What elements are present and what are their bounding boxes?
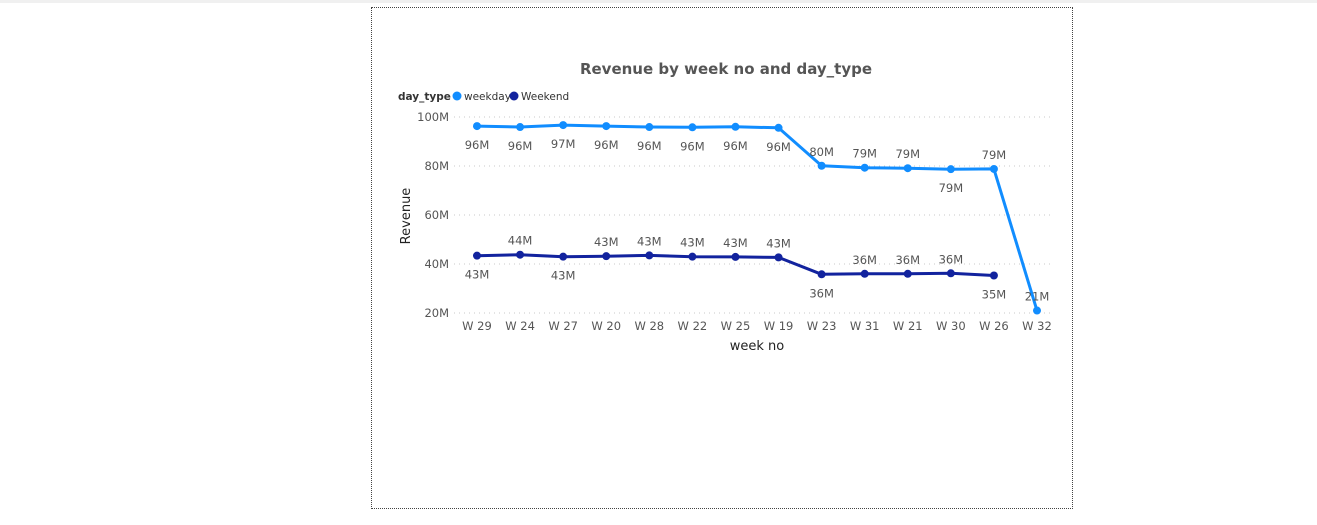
data-label: 36M — [852, 253, 877, 267]
data-point[interactable] — [989, 271, 998, 280]
data-label: 96M — [594, 138, 619, 152]
data-label: 35M — [982, 288, 1007, 302]
y-axis-label: Revenue — [399, 188, 414, 245]
data-point[interactable] — [731, 122, 740, 131]
x-axis-ticks: W 29 W 24 W 27 W 20 W 28 W 22 W 25 W 19 W 23 W 31… — [462, 319, 1052, 333]
chart-visual-container[interactable]: Revenue by week no and day_type day_type… — [371, 7, 1073, 509]
y-tick-label: 80M — [424, 159, 449, 173]
top-border-strip — [0, 0, 1317, 3]
data-label: 79M — [939, 181, 964, 195]
data-point[interactable] — [903, 164, 912, 173]
data-point[interactable] — [731, 252, 740, 261]
data-point[interactable] — [688, 252, 697, 261]
data-point[interactable] — [1033, 306, 1041, 315]
x-tick-label: W 25 — [721, 319, 751, 333]
data-label: 43M — [594, 235, 619, 249]
data-point[interactable] — [817, 161, 826, 170]
data-point[interactable] — [559, 252, 568, 261]
legend-title: day_type — [398, 91, 451, 103]
x-tick-label: W 24 — [505, 319, 535, 333]
data-point[interactable] — [817, 270, 826, 279]
data-point[interactable] — [645, 251, 654, 260]
data-label: 36M — [939, 252, 964, 266]
data-label: 97M — [551, 137, 576, 151]
x-tick-label: W 22 — [678, 319, 708, 333]
x-axis-label: week no — [730, 339, 785, 354]
data-point[interactable] — [473, 251, 481, 260]
series-0: 96M 96M 97M 96M 96M 96M 96M 96M 80M 79M 79M 79M 79M 2… — [465, 121, 1050, 315]
x-tick-label: W 29 — [462, 319, 492, 333]
data-label: 36M — [809, 286, 834, 300]
data-point[interactable] — [559, 121, 568, 130]
data-point[interactable] — [602, 122, 611, 131]
y-tick-label: 20M — [424, 306, 449, 320]
data-point[interactable] — [860, 269, 869, 278]
data-label: 21M — [1025, 290, 1050, 304]
legend: day_type weekday Weekend — [398, 91, 569, 103]
gridlines — [454, 116, 1050, 314]
data-point[interactable] — [473, 122, 481, 131]
data-point[interactable] — [516, 250, 525, 259]
data-label: 96M — [766, 140, 791, 154]
data-point[interactable] — [602, 252, 611, 261]
data-label: 43M — [465, 268, 490, 282]
series-group: 96M 96M 97M 96M 96M 96M 96M 96M 80M 79M 79M 79M 79M 2… — [465, 121, 1050, 315]
data-label: 43M — [551, 269, 576, 283]
x-tick-label: W 23 — [807, 319, 837, 333]
legend-label-0[interactable]: weekday — [464, 91, 511, 103]
x-tick-label: W 27 — [548, 319, 578, 333]
data-point[interactable] — [774, 123, 783, 132]
data-label: 79M — [895, 147, 920, 161]
data-point[interactable] — [516, 123, 525, 132]
series-1: 43M 44M 43M 43M 43M 43M 43M 43M 36M 36M 36M 36M 35M — [465, 234, 1006, 302]
data-label: 36M — [895, 253, 920, 267]
data-label: 79M — [982, 148, 1007, 162]
data-label: 43M — [723, 236, 748, 250]
data-label: 80M — [809, 145, 834, 159]
x-tick-label: W 19 — [764, 319, 794, 333]
y-tick-label: 40M — [424, 257, 449, 271]
legend-label-1[interactable]: Weekend — [521, 91, 569, 103]
data-label: 96M — [508, 139, 533, 153]
y-tick-label: 100M — [417, 110, 449, 124]
data-label: 96M — [680, 139, 705, 153]
x-tick-label: W 28 — [634, 319, 664, 333]
legend-marker-1[interactable] — [509, 91, 519, 101]
data-label: 79M — [852, 147, 877, 161]
y-tick-label: 60M — [424, 208, 449, 222]
x-tick-label: W 20 — [591, 319, 621, 333]
chart-title: Revenue by week no and day_type — [580, 60, 872, 78]
data-label: 96M — [637, 139, 662, 153]
data-point[interactable] — [989, 164, 998, 173]
series-line-0 — [476, 123, 1039, 312]
y-axis-ticks: 20M 40M 60M 80M 100M — [417, 110, 449, 320]
x-tick-label: W 31 — [850, 319, 880, 333]
x-tick-label: W 30 — [936, 319, 966, 333]
data-label: 96M — [465, 138, 490, 152]
data-point[interactable] — [903, 269, 912, 278]
data-label: 43M — [680, 236, 705, 250]
data-point[interactable] — [688, 123, 697, 132]
data-label: 43M — [766, 236, 791, 250]
data-label: 44M — [508, 234, 533, 248]
data-point[interactable] — [860, 163, 869, 172]
legend-marker-0[interactable] — [452, 91, 462, 101]
line-chart: Revenue by week no and day_type day_type… — [398, 60, 1052, 354]
data-point[interactable] — [774, 253, 783, 262]
x-tick-label: W 32 — [1022, 319, 1052, 333]
data-point[interactable] — [645, 123, 654, 132]
data-label: 96M — [723, 139, 748, 153]
data-label: 43M — [637, 234, 662, 248]
x-tick-label: W 26 — [979, 319, 1009, 333]
x-tick-label: W 21 — [893, 319, 923, 333]
data-point[interactable] — [946, 269, 955, 278]
data-point[interactable] — [946, 165, 955, 174]
